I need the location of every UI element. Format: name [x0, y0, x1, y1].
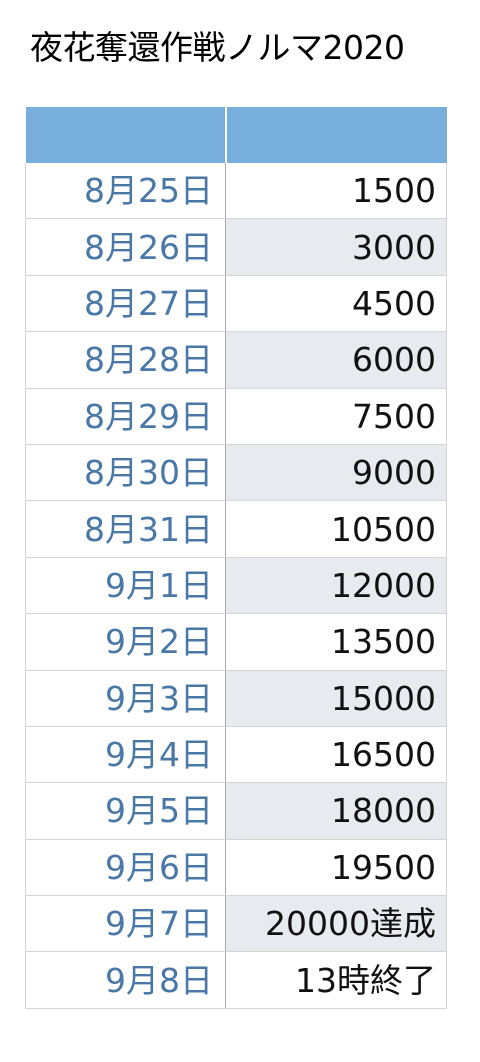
value-cell: 12000 — [225, 557, 447, 615]
value-column-header — [225, 107, 447, 163]
date-cell: 8月27日 — [25, 275, 226, 333]
date-cell: 8月30日 — [25, 444, 226, 502]
value-cell: 13時終了 — [225, 951, 447, 1009]
date-cell: 9月3日 — [25, 670, 226, 727]
table-row: 8月27日 4500 — [25, 275, 447, 333]
table-row: 9月6日 19500 — [25, 839, 447, 897]
table-row: 9月7日 20000達成 — [25, 895, 447, 953]
value-cell: 18000 — [225, 782, 447, 840]
value-cell: 10500 — [225, 500, 447, 558]
page-title: 夜花奪還作戦ノルマ2020 — [30, 28, 405, 67]
value-cell: 9000 — [225, 444, 447, 502]
value-cell: 3000 — [225, 218, 447, 276]
date-cell: 9月7日 — [25, 895, 226, 953]
date-cell: 9月8日 — [25, 951, 226, 1009]
table-row: 9月1日 12000 — [25, 557, 447, 615]
table-header-row — [25, 107, 447, 163]
date-cell: 8月31日 — [25, 500, 226, 558]
value-cell: 6000 — [225, 331, 447, 389]
table-row: 8月29日 7500 — [25, 388, 447, 445]
date-cell: 9月6日 — [25, 839, 226, 897]
value-cell: 16500 — [225, 726, 447, 784]
value-cell: 1500 — [225, 163, 447, 220]
table-row: 9月5日 18000 — [25, 782, 447, 840]
date-cell: 9月2日 — [25, 613, 226, 671]
value-cell: 13500 — [225, 613, 447, 671]
table-row: 8月26日 3000 — [25, 218, 447, 276]
date-cell: 9月1日 — [25, 557, 226, 615]
date-cell: 8月29日 — [25, 388, 226, 445]
date-cell: 8月28日 — [25, 331, 226, 389]
value-cell: 4500 — [225, 275, 447, 333]
table-row: 9月8日 13時終了 — [25, 951, 447, 1009]
table-row: 8月30日 9000 — [25, 444, 447, 502]
value-cell: 15000 — [225, 670, 447, 727]
table-row: 8月28日 6000 — [25, 331, 447, 389]
table-row: 9月2日 13500 — [25, 613, 447, 671]
table-row: 8月25日 1500 — [25, 163, 447, 220]
date-column-header — [25, 107, 227, 163]
table-row: 9月4日 16500 — [25, 726, 447, 784]
table-row: 9月3日 15000 — [25, 670, 447, 727]
value-cell: 20000達成 — [225, 895, 447, 953]
quota-table: 8月25日 1500 8月26日 3000 8月27日 4500 8月28日 6… — [25, 107, 447, 1009]
value-cell: 7500 — [225, 388, 447, 445]
date-cell: 8月26日 — [25, 218, 226, 276]
date-cell: 8月25日 — [25, 163, 226, 220]
table-row: 8月31日 10500 — [25, 500, 447, 558]
date-cell: 9月5日 — [25, 782, 226, 840]
value-cell: 19500 — [225, 839, 447, 897]
date-cell: 9月4日 — [25, 726, 226, 784]
